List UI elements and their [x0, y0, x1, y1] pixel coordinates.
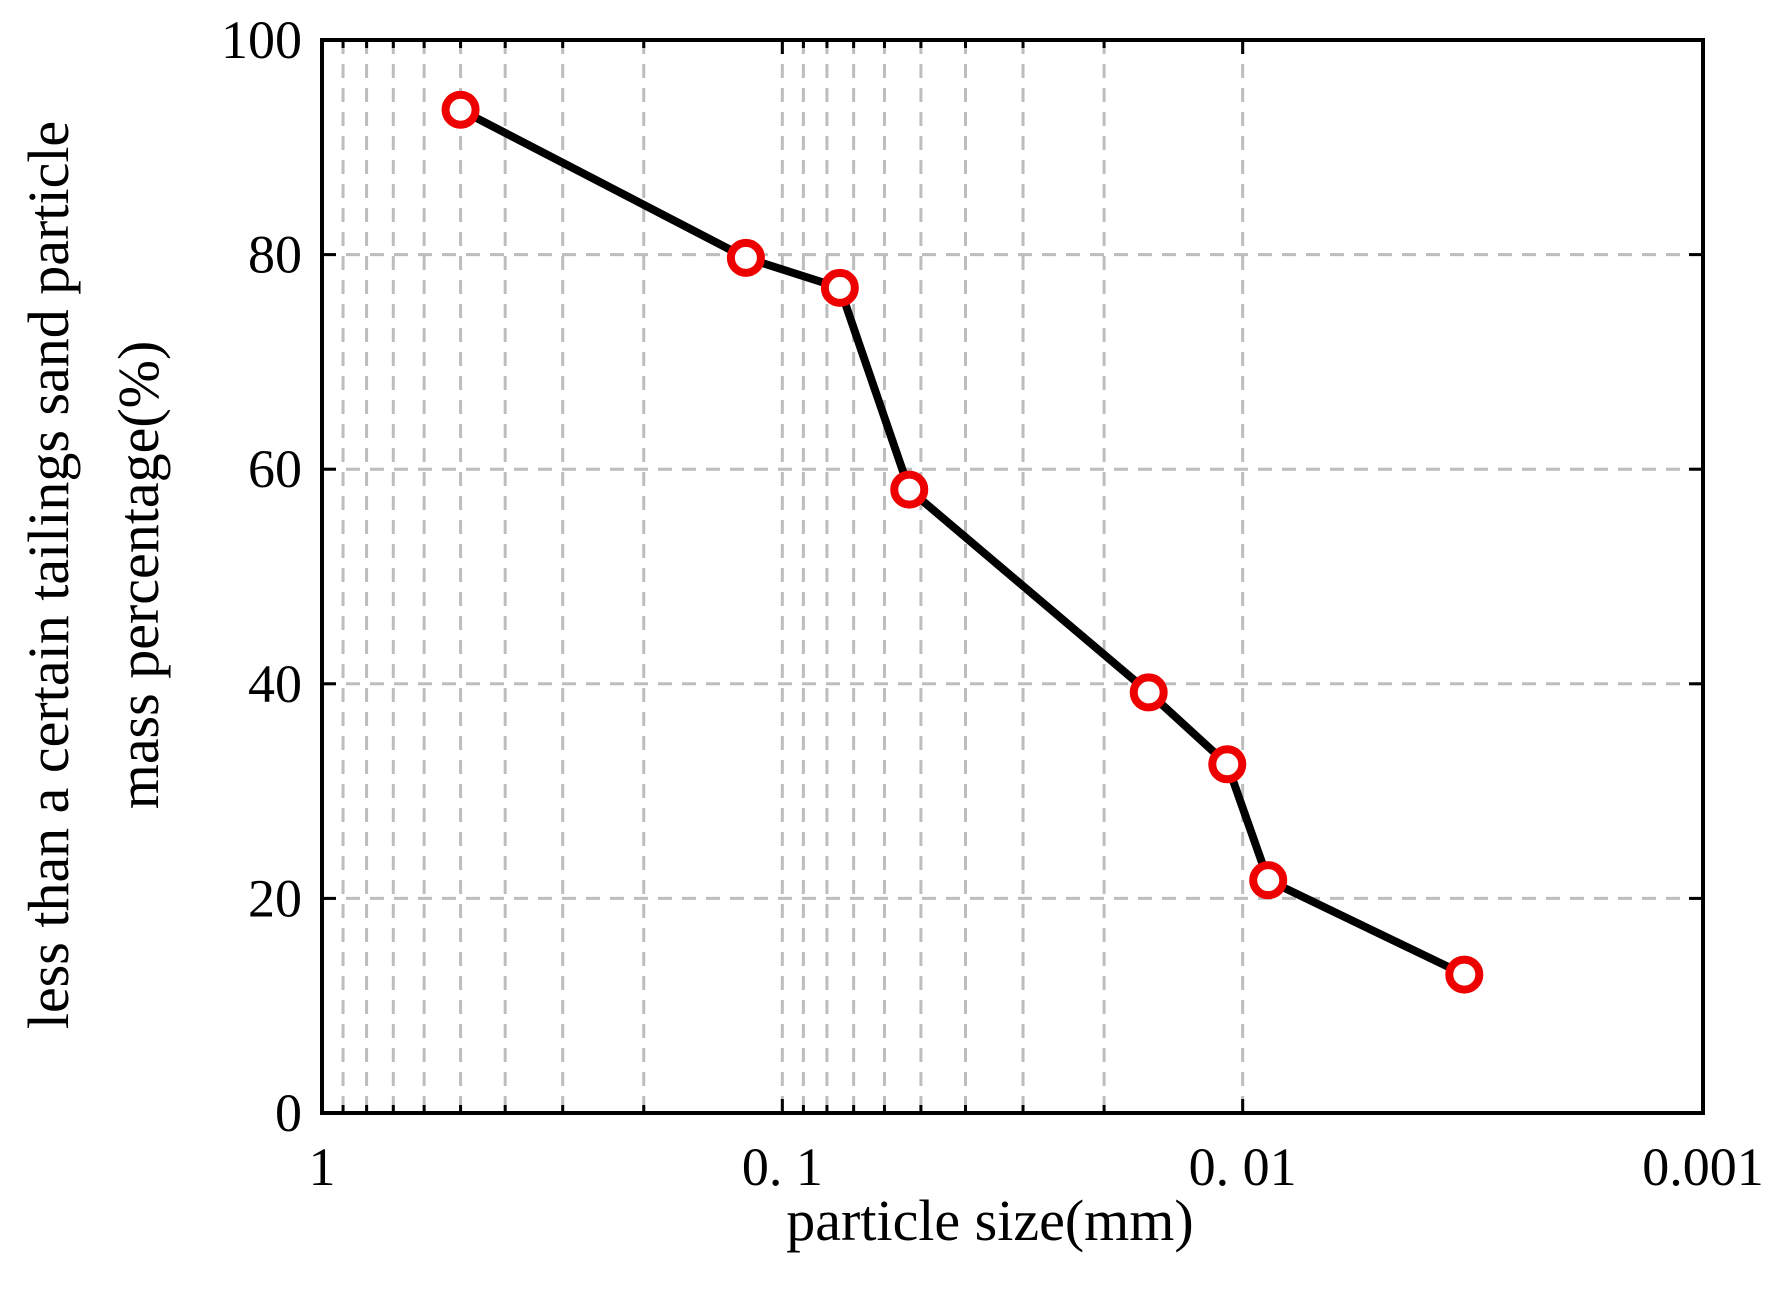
data-point [1249, 861, 1288, 900]
y-tick-label: 20 [248, 868, 302, 928]
y-axis-title-line-1: less than a certain tailings sand partic… [16, 121, 81, 1029]
grid [322, 40, 1703, 1113]
y-tick-label: 60 [248, 439, 302, 499]
x-axis-title: particle size(mm) [786, 1188, 1193, 1253]
series-layer [456, 105, 1469, 979]
data-point [441, 90, 480, 129]
points-layer [441, 90, 1484, 994]
tick-labels: 0 20 40 60 80 100 1 0. 1 0. 01 0.001 [221, 10, 1764, 1197]
ticks [320, 38, 1703, 1115]
y-tick-label: 100 [221, 10, 302, 70]
plot-border [320, 38, 1705, 1115]
y-axis-title-line-2: mass percentage(%) [106, 341, 171, 810]
x-tick-label: 1 [309, 1137, 336, 1197]
data-point [1129, 673, 1168, 712]
data-point [820, 268, 859, 307]
y-tick-label: 40 [248, 654, 302, 714]
data-point [890, 470, 929, 509]
x-tick-label: 0. 1 [742, 1137, 823, 1197]
y-tick-label: 80 [248, 225, 302, 285]
data-point [1445, 955, 1484, 994]
data-point [1208, 745, 1247, 784]
y-tick-label: 0 [275, 1083, 302, 1143]
data-point [726, 238, 765, 277]
x-tick-label: 0. 01 [1189, 1137, 1297, 1197]
plot-frame [320, 38, 1705, 1115]
x-tick-label: 0.001 [1642, 1137, 1764, 1197]
series-line [456, 105, 1469, 979]
